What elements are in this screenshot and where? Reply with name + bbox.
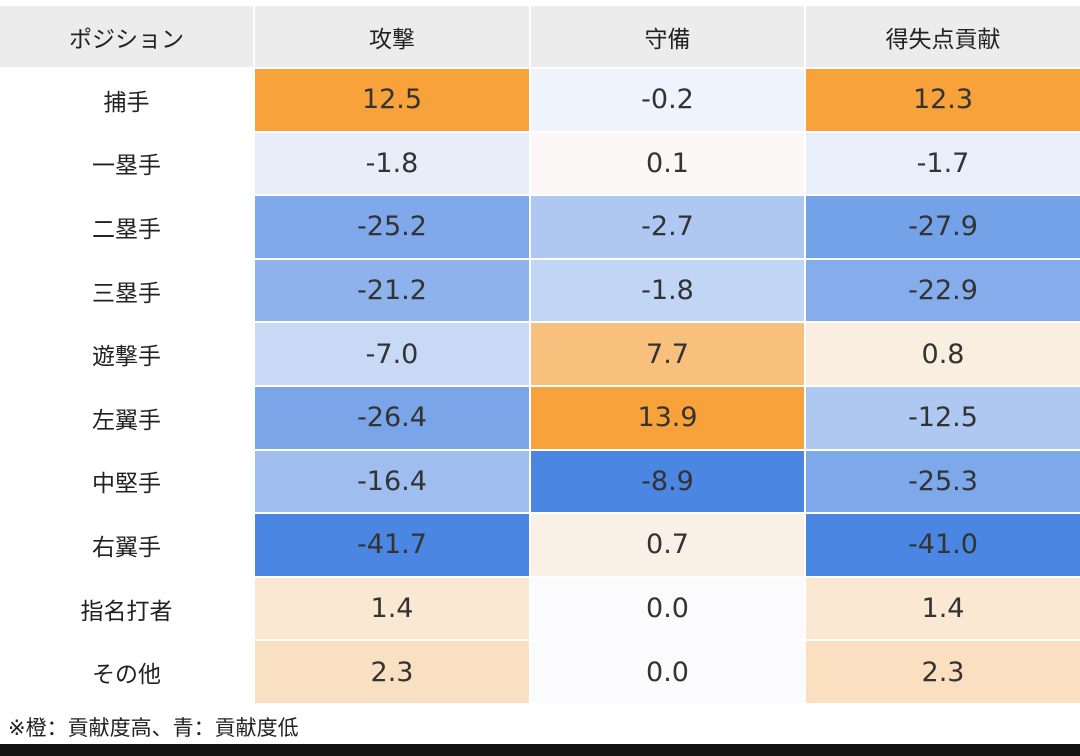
value-cell: 1.4 bbox=[806, 577, 1080, 640]
value-cell: -2.7 bbox=[531, 196, 804, 258]
value-cell: 2.3 bbox=[806, 641, 1080, 703]
row-position-label: 捕手 bbox=[0, 69, 253, 131]
value-cell: 0.1 bbox=[531, 132, 804, 195]
value-cell: -1.8 bbox=[531, 259, 804, 322]
value-cell: -25.2 bbox=[255, 196, 529, 258]
value-cell: -21.2 bbox=[255, 259, 529, 322]
row-position-label: 中堅手 bbox=[0, 450, 253, 513]
value-cell: -25.3 bbox=[806, 450, 1080, 513]
value-cell: 0.8 bbox=[806, 323, 1080, 385]
header-metric-3: 得失点貢献 bbox=[806, 6, 1080, 67]
value-cell: -22.9 bbox=[806, 259, 1080, 322]
row-position-label: 二塁手 bbox=[0, 196, 253, 258]
value-cell: -12.5 bbox=[806, 387, 1080, 449]
value-cell: -1.8 bbox=[255, 132, 529, 195]
header-position: ポジション bbox=[0, 6, 253, 67]
row-position-label: 左翼手 bbox=[0, 387, 253, 449]
value-cell: -1.7 bbox=[806, 132, 1080, 195]
header-metric-1: 攻撃 bbox=[255, 6, 529, 67]
value-cell: 0.0 bbox=[531, 577, 804, 640]
value-cell: 13.9 bbox=[531, 387, 804, 449]
value-cell: 0.7 bbox=[531, 514, 804, 576]
value-cell: 0.0 bbox=[531, 641, 804, 703]
table-footnote: ※橙：貢献度高、青：貢献度低 bbox=[8, 716, 299, 740]
value-cell: 12.5 bbox=[255, 69, 529, 131]
row-position-label: 右翼手 bbox=[0, 514, 253, 576]
value-cell: 12.3 bbox=[806, 69, 1080, 131]
value-cell: 2.3 bbox=[255, 641, 529, 703]
row-position-label: 遊撃手 bbox=[0, 323, 253, 385]
value-cell: -16.4 bbox=[255, 450, 529, 513]
value-cell: -41.0 bbox=[806, 514, 1080, 576]
value-cell: -8.9 bbox=[531, 450, 804, 513]
row-position-label: 指名打者 bbox=[0, 577, 253, 640]
value-cell: 1.4 bbox=[255, 577, 529, 640]
row-position-label: その他 bbox=[0, 641, 253, 703]
value-cell: -7.0 bbox=[255, 323, 529, 385]
value-cell: -27.9 bbox=[806, 196, 1080, 258]
value-cell: 7.7 bbox=[531, 323, 804, 385]
row-position-label: 三塁手 bbox=[0, 259, 253, 322]
value-cell: -41.7 bbox=[255, 514, 529, 576]
value-cell: -0.2 bbox=[531, 69, 804, 131]
bottom-bar bbox=[0, 744, 1080, 756]
contribution-table: ポジション 攻撃 守備 得失点貢献 捕手 12.5 -0.2 12.3 一塁手 -1.8 0.1 -1… bbox=[0, 6, 1080, 704]
value-cell: -26.4 bbox=[255, 387, 529, 449]
row-position-label: 一塁手 bbox=[0, 132, 253, 195]
header-metric-2: 守備 bbox=[531, 6, 804, 67]
